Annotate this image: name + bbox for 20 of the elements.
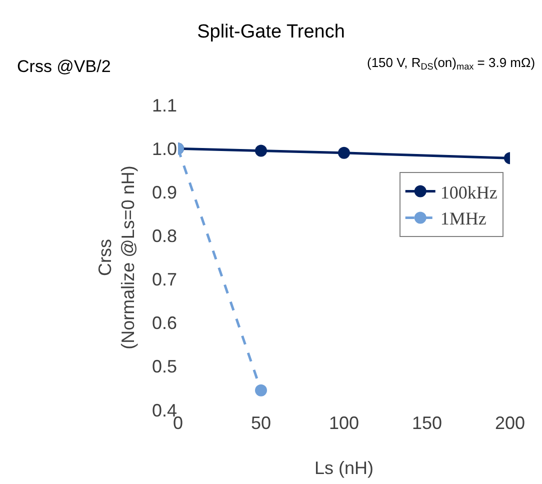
y-tick-label: 0.9 (152, 182, 177, 202)
y-tick-label: 0.5 (152, 356, 177, 377)
x-tick-label: 100 (328, 413, 360, 433)
y-axis-title: Crss (Normalize @Ls=0 nH) (94, 166, 138, 350)
y-tick-label: 0.8 (152, 226, 177, 246)
chart-title: Split-Gate Trench (197, 22, 345, 42)
legend-label: 1MHz (440, 208, 486, 229)
y-tick-label: 1.0 (152, 138, 177, 159)
text: Crss @VB/2 (17, 57, 111, 76)
y-tick-label: 0.6 (152, 313, 177, 334)
chart-subtitle: (150 V, R$_{DS}$(on)$_{max}$ = 3.9 mΩ) (367, 55, 536, 72)
x-axis-title: Ls (nH) (314, 458, 374, 478)
y-tick-label: 1.1 (152, 95, 177, 116)
y-tick-label: 0.7 (152, 270, 177, 290)
point (255, 144, 267, 157)
x-tick-label: 50 (250, 413, 272, 433)
x-tick-label: 200 (494, 413, 526, 433)
legend-label: 100kHz (440, 182, 498, 202)
x-tick-label: 150 (412, 413, 442, 433)
point (338, 146, 350, 159)
